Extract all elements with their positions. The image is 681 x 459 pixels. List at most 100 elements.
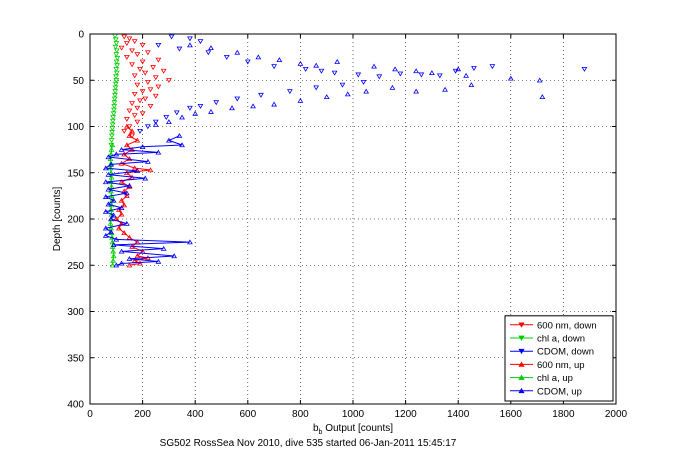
data-point bbox=[134, 52, 141, 58]
y-tick-label: 200 bbox=[67, 215, 84, 226]
data-point bbox=[123, 193, 130, 199]
data-point bbox=[129, 48, 135, 54]
data-point bbox=[229, 105, 235, 111]
data-point bbox=[110, 197, 117, 203]
data-point bbox=[147, 87, 154, 93]
legend-swatch-marker bbox=[518, 387, 525, 394]
data-point bbox=[166, 78, 172, 84]
x-tick-label: 0 bbox=[87, 409, 93, 420]
data-point bbox=[137, 66, 143, 72]
legend: 600 nm, down chl a, down CDOM, down 600 nm,… bbox=[504, 315, 614, 402]
data-point bbox=[197, 39, 204, 45]
data-point bbox=[139, 144, 146, 150]
series-line bbox=[115, 126, 151, 266]
data-point bbox=[126, 183, 133, 189]
data-point bbox=[471, 66, 477, 71]
data-point bbox=[110, 111, 117, 117]
data-point bbox=[113, 236, 120, 242]
data-point bbox=[114, 55, 121, 61]
data-point bbox=[360, 79, 367, 85]
data-point bbox=[113, 78, 120, 84]
data-point bbox=[536, 77, 543, 83]
data-point bbox=[418, 72, 425, 78]
data-point bbox=[118, 146, 125, 152]
data-point bbox=[155, 57, 162, 63]
x-tick-label: 1800 bbox=[552, 409, 575, 420]
data-point bbox=[102, 165, 109, 171]
data-point bbox=[187, 239, 193, 245]
x-axis-label-subscript: b bbox=[319, 429, 323, 436]
data-point bbox=[331, 70, 338, 76]
data-point bbox=[371, 63, 377, 69]
data-point bbox=[129, 146, 135, 152]
data-point bbox=[155, 258, 162, 264]
data-point bbox=[155, 84, 162, 90]
series-3 bbox=[113, 123, 154, 268]
data-point bbox=[123, 41, 130, 47]
data-point bbox=[102, 232, 109, 238]
legend-label: CDOM, down bbox=[537, 347, 594, 358]
axis-ticks: 0 200 400 600 800 1000 1200 1400 1600 1800 2000 0 50… bbox=[67, 30, 627, 421]
x-tick-label: 1400 bbox=[447, 409, 470, 420]
data-point bbox=[102, 194, 109, 199]
data-point bbox=[302, 66, 309, 72]
data-point bbox=[205, 50, 212, 56]
data-point bbox=[363, 88, 370, 94]
data-point bbox=[389, 84, 396, 90]
x-tick-label: 200 bbox=[134, 409, 151, 420]
data-point bbox=[392, 66, 398, 72]
data-point bbox=[123, 54, 130, 60]
data-point bbox=[286, 89, 293, 95]
data-point bbox=[131, 39, 138, 45]
data-point bbox=[147, 167, 154, 173]
data-point bbox=[131, 165, 138, 171]
data-point bbox=[112, 89, 119, 95]
data-point bbox=[187, 42, 193, 48]
data-point bbox=[113, 262, 120, 268]
data-point bbox=[271, 101, 277, 107]
data-point bbox=[113, 48, 120, 54]
data-point bbox=[152, 119, 159, 125]
x-tick-label: 1200 bbox=[394, 409, 417, 420]
series-6 bbox=[152, 42, 546, 127]
data-point bbox=[134, 105, 141, 111]
y-axis-label: Depth [counts] bbox=[52, 187, 63, 252]
data-point bbox=[142, 175, 149, 181]
data-point bbox=[110, 212, 117, 218]
legend-swatch-marker bbox=[518, 374, 525, 380]
data-point bbox=[108, 160, 114, 166]
data-point bbox=[208, 45, 214, 51]
data-point bbox=[139, 59, 146, 65]
data-point bbox=[110, 242, 117, 248]
series-line bbox=[104, 135, 190, 266]
data-point bbox=[121, 128, 128, 134]
x-tick-label: 1000 bbox=[342, 409, 365, 420]
data-point bbox=[111, 103, 118, 109]
data-point bbox=[147, 103, 154, 109]
series-0 bbox=[118, 34, 172, 139]
data-point bbox=[244, 59, 251, 65]
x-axis-label-main: b bbox=[313, 423, 319, 434]
data-point bbox=[116, 225, 122, 231]
data-point bbox=[192, 110, 199, 116]
legend-label: chl a, up bbox=[537, 373, 573, 384]
data-point bbox=[234, 96, 241, 102]
y-tick-label: 350 bbox=[67, 353, 84, 364]
data-point bbox=[344, 91, 351, 97]
data-point bbox=[152, 93, 159, 99]
data-point bbox=[110, 257, 117, 263]
data-point bbox=[111, 100, 118, 106]
data-point bbox=[173, 110, 180, 116]
data-point bbox=[355, 72, 362, 78]
data-point bbox=[271, 64, 277, 70]
data-point bbox=[107, 220, 114, 226]
data-point bbox=[176, 46, 183, 52]
data-point bbox=[339, 82, 346, 88]
data-point bbox=[163, 115, 170, 121]
data-point bbox=[155, 42, 162, 48]
data-point bbox=[108, 216, 114, 222]
x-axis-label-rest: Output [counts] bbox=[322, 423, 393, 434]
data-point bbox=[134, 168, 141, 174]
y-tick-label: 300 bbox=[67, 307, 84, 318]
data-point bbox=[113, 151, 120, 157]
